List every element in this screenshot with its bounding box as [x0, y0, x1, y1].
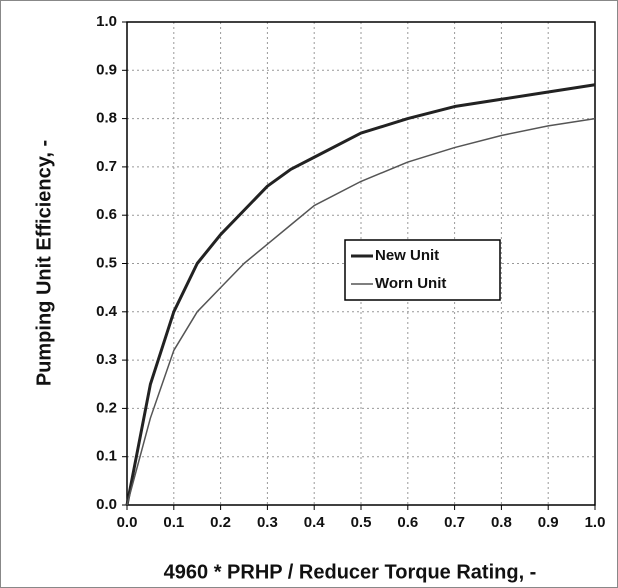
- y-tick-label: 0.2: [96, 399, 117, 416]
- x-tick-label: 0.9: [538, 514, 559, 531]
- x-axis-label: 4960 * PRHP / Reducer Torque Rating, -: [164, 561, 537, 583]
- y-tick-label: 0.0: [96, 496, 117, 513]
- y-tick-label: 0.4: [96, 303, 118, 320]
- y-tick-label: 1.0: [96, 13, 117, 30]
- x-tick-label: 0.5: [351, 514, 372, 531]
- y-tick-label: 0.9: [96, 61, 117, 78]
- y-tick-label: 0.6: [96, 206, 117, 223]
- legend-label: New Unit: [375, 247, 439, 264]
- x-tick-label: 0.2: [210, 514, 231, 531]
- y-tick-label: 0.7: [96, 158, 117, 175]
- x-tick-label: 0.0: [117, 514, 138, 531]
- legend-box: [344, 239, 501, 301]
- x-tick-label: 0.7: [444, 514, 465, 531]
- y-tick-label: 0.8: [96, 110, 117, 127]
- y-tick-label: 0.5: [96, 254, 117, 271]
- series-line: [125, 83, 596, 506]
- x-tick-label: 0.6: [397, 514, 418, 531]
- x-tick-label: 0.4: [304, 514, 326, 531]
- plot-area: [126, 21, 596, 506]
- x-tick-label: 0.3: [257, 514, 278, 531]
- legend-label: Worn Unit: [375, 275, 446, 292]
- x-tick-label: 1.0: [585, 514, 606, 531]
- y-tick-label: 0.3: [96, 351, 117, 368]
- x-tick-label: 0.1: [163, 514, 184, 531]
- x-tick-label: 0.8: [491, 514, 512, 531]
- series-line: [126, 117, 596, 506]
- y-axis-label: Pumping Unit Efficiency, -: [33, 140, 55, 386]
- y-tick-label: 0.1: [96, 448, 117, 465]
